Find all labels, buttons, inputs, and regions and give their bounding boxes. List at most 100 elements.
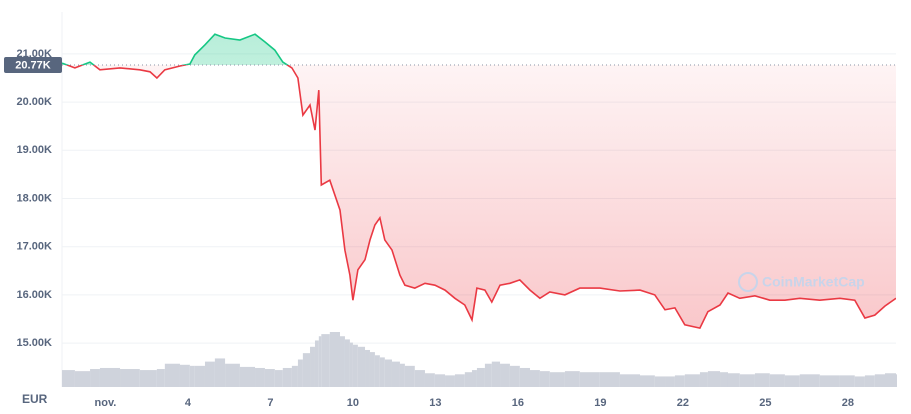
volume-bar [864,375,875,387]
volume-bar [314,340,319,387]
volume-bar [90,369,100,387]
volume-bar [754,373,770,387]
volume-bar [434,374,446,387]
volume-bar [464,372,472,387]
volume-bar [179,364,190,387]
y-tick-label: 15.00K [17,337,53,349]
volume-bar [282,367,292,387]
volume-bar [564,371,580,387]
volume-bar [374,355,380,387]
volume-bar [291,365,298,387]
volume-bar [340,336,345,387]
volume-bar [225,363,240,387]
volume-bar [321,334,330,387]
volume-bar [274,370,283,387]
volume-bar [204,361,215,387]
volume-bar [874,374,886,387]
volume-bar [404,365,415,387]
volume-bar [391,361,400,387]
x-tick-label: 22 [677,397,689,409]
price-line-down [64,65,896,330]
y-tick-label: 21.00K [17,48,53,60]
volume-bar [302,353,311,387]
volume-bar [424,373,435,387]
volume-bar [896,374,897,387]
volume-bar [156,369,165,387]
volume-bar [885,373,896,387]
volume-bar [139,370,150,387]
price-line-up [62,33,289,66]
volume-bar [471,370,477,387]
volume-bar [654,376,666,387]
volume-bar [149,370,157,387]
volume-bar [720,372,728,387]
volume-bar [784,375,800,387]
volume-bar [839,375,855,387]
volume-bar [476,367,485,387]
volume-bar [799,374,820,387]
volume-bar [264,369,275,387]
area-up [62,34,896,66]
volume-bar [454,374,465,387]
y-tick-label: 20.00K [17,96,53,108]
x-tick-label: 28 [842,397,854,409]
volume-bar [297,359,303,387]
volume-bar [579,372,600,387]
volume-bar [727,373,740,387]
volume-bar [189,365,195,387]
x-tick-label: 19 [594,397,606,409]
x-tick-label: 7 [267,397,273,409]
watermark: CoinMarketCap [762,274,865,290]
volume-bar [365,349,370,387]
volume-bar [674,375,685,387]
volume-bar [62,370,75,387]
volume-bar [530,370,540,387]
x-tick-label: 10 [347,397,359,409]
volume-bar [519,367,531,387]
volume-bar [214,358,226,387]
x-tick-label: 4 [185,397,192,409]
volume-bar [310,346,315,387]
x-tick-label: 25 [759,397,771,409]
volume-bar [445,375,455,387]
reference-label: 20.77K [15,59,51,71]
volume-bar [769,374,785,387]
volume-bar [484,363,492,387]
volume-bar [399,363,405,387]
volume-bar [699,372,708,387]
volume-bar [549,372,565,387]
watermark-icon [738,272,758,292]
volume-bar [379,357,385,387]
currency-label: EUR [22,392,48,406]
volume-bar [255,367,265,387]
volume-bar [707,371,721,387]
volume-bar [599,372,620,387]
y-tick-label: 17.00K [17,241,53,253]
volume-bar [329,332,340,387]
volume-bar [539,371,550,387]
volume-bar [819,375,840,387]
volume-bar [369,352,375,387]
volume-bar [239,366,256,387]
volume-bar [194,365,205,387]
volume-bar [854,376,865,387]
volume-bar [74,371,91,387]
volume-bar [99,367,121,387]
volume-bar [349,342,353,387]
volume-bar [344,339,350,387]
volume-bar [491,361,501,387]
volume-bar [357,346,366,387]
area-down [67,65,896,329]
x-tick-label: 16 [512,397,524,409]
volume-bar [739,374,755,387]
x-tick-label: nov. [95,397,117,409]
y-tick-label: 19.00K [17,144,53,156]
volume-bar [509,365,520,387]
y-tick-label: 18.00K [17,192,53,204]
volume-bar [639,375,655,387]
volume-bar [352,344,358,387]
reference-box [4,57,62,74]
volume-bar [619,374,640,387]
